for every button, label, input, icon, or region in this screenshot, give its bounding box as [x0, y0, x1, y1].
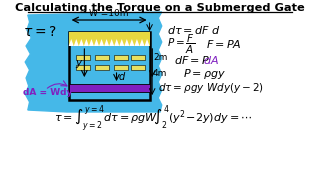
Text: $\tau = ?$: $\tau = ?$ — [23, 25, 57, 39]
Text: $d\tau = dF\ d$: $d\tau = dF\ d$ — [167, 24, 220, 36]
Bar — [131, 55, 145, 60]
Polygon shape — [69, 39, 74, 46]
Text: W =10m: W =10m — [89, 9, 129, 18]
Polygon shape — [114, 39, 119, 46]
Text: $P = \dfrac{F}{A}$: $P = \dfrac{F}{A}$ — [167, 32, 195, 56]
Bar — [76, 65, 90, 70]
Text: 2m: 2m — [153, 53, 167, 62]
Polygon shape — [89, 39, 94, 46]
Polygon shape — [119, 39, 124, 46]
Bar — [76, 55, 90, 60]
Text: y: y — [76, 58, 82, 68]
Polygon shape — [124, 39, 129, 46]
Text: $dF = P$: $dF = P$ — [174, 54, 210, 66]
Polygon shape — [129, 39, 134, 46]
Polygon shape — [74, 39, 79, 46]
Bar — [69, 32, 149, 46]
Polygon shape — [79, 39, 84, 46]
Bar — [131, 65, 145, 70]
Text: $P = \rho gy$: $P = \rho gy$ — [183, 67, 226, 81]
Bar — [114, 65, 128, 70]
Polygon shape — [140, 39, 145, 46]
Polygon shape — [145, 39, 149, 46]
Polygon shape — [99, 39, 104, 46]
Bar — [95, 55, 109, 60]
Polygon shape — [104, 39, 109, 46]
Text: Calculating the Torque on a Submerged Gate: Calculating the Torque on a Submerged Ga… — [15, 3, 305, 13]
Text: $F = PA$: $F = PA$ — [206, 38, 242, 50]
Bar — [95, 65, 109, 70]
Polygon shape — [134, 39, 140, 46]
Bar — [69, 84, 149, 92]
Text: dA = Wdy: dA = Wdy — [23, 87, 72, 96]
Text: $d\tau = \rho gy\ Wdy(y-2)$: $d\tau = \rho gy\ Wdy(y-2)$ — [158, 81, 264, 95]
Polygon shape — [94, 39, 99, 46]
Text: 4m: 4m — [153, 69, 167, 78]
Bar — [69, 32, 149, 100]
Text: d: d — [118, 72, 124, 82]
Text: $\tau = \int_{y=2}^{y=4} d\tau = \rho gW\!\int_{2}^{4}(y^2\!-\!2y)dy = \cdots$: $\tau = \int_{y=2}^{y=4} d\tau = \rho gW… — [54, 102, 252, 134]
Bar — [114, 55, 128, 60]
Polygon shape — [25, 12, 162, 112]
Polygon shape — [84, 39, 89, 46]
Text: $dA$: $dA$ — [204, 54, 220, 66]
Polygon shape — [109, 39, 114, 46]
